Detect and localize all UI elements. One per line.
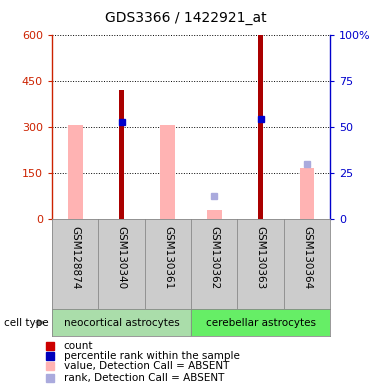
Text: cerebellar astrocytes: cerebellar astrocytes <box>206 318 316 328</box>
Text: neocortical astrocytes: neocortical astrocytes <box>64 318 179 328</box>
Bar <box>68 125 82 219</box>
Text: GSM130361: GSM130361 <box>163 226 173 290</box>
Text: percentile rank within the sample: percentile rank within the sample <box>64 351 240 361</box>
Text: value, Detection Call = ABSENT: value, Detection Call = ABSENT <box>64 361 229 371</box>
Bar <box>119 90 124 219</box>
Text: cell type: cell type <box>4 318 48 328</box>
Bar <box>207 210 222 219</box>
Bar <box>191 309 330 336</box>
Bar <box>300 168 315 219</box>
Bar <box>52 309 191 336</box>
Text: rank, Detection Call = ABSENT: rank, Detection Call = ABSENT <box>64 374 224 384</box>
Bar <box>160 125 175 219</box>
Text: GSM130363: GSM130363 <box>256 226 266 290</box>
Text: GSM130340: GSM130340 <box>116 226 127 289</box>
Bar <box>258 35 263 219</box>
Text: GSM128874: GSM128874 <box>70 226 80 290</box>
Text: count: count <box>64 341 93 351</box>
Text: GSM130364: GSM130364 <box>302 226 312 290</box>
Text: GDS3366 / 1422921_at: GDS3366 / 1422921_at <box>105 11 266 25</box>
Text: GSM130362: GSM130362 <box>209 226 219 290</box>
